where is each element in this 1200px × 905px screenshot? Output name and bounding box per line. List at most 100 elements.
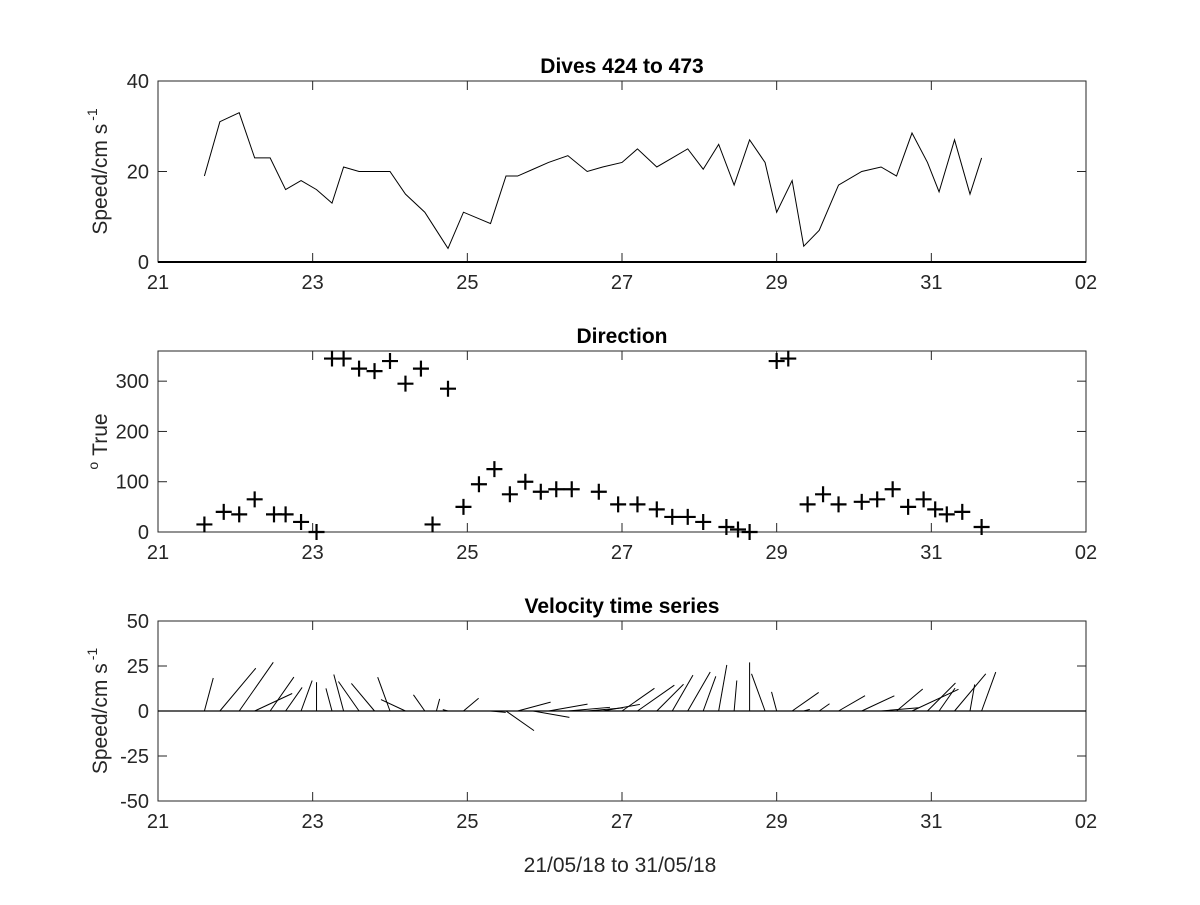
speed-x-tick-label: 29: [766, 272, 788, 294]
velocity-y-tick-label: 0: [138, 701, 149, 723]
direction-point-marker: [215, 503, 232, 520]
direction-point-marker: [231, 506, 248, 523]
velocity-y-axis-label-sup: -1: [84, 648, 100, 661]
direction-y-axis-label: o True: [85, 413, 112, 469]
speed-x-tick-label: 31: [920, 272, 942, 294]
velocity-stick: [751, 673, 766, 712]
velocity-stick: [254, 693, 293, 712]
velocity-stick: [687, 671, 711, 712]
velocity-stick: [567, 706, 611, 712]
velocity-stick: [621, 687, 655, 712]
direction-point-marker: [741, 524, 758, 540]
speed-axes-box: [157, 80, 1087, 263]
direction-point-marker: [590, 483, 607, 500]
velocity-stick: [981, 671, 997, 712]
velocity-y-axis-label-main: Speed/cm s: [89, 663, 112, 774]
direction-y-axis-label-sup: o: [85, 462, 101, 470]
direction-x-tick-label: 21: [147, 542, 169, 564]
velocity-stick: [602, 703, 640, 712]
direction-point-marker: [664, 508, 681, 525]
velocity-stick: [300, 680, 313, 712]
direction-point-marker: [884, 481, 901, 498]
velocity-stick: [333, 674, 345, 712]
figure-x-axis-label: 21/05/18 to 31/05/18: [524, 854, 717, 877]
velocity-y-tick-label: 25: [127, 656, 149, 678]
velocity-stick: [838, 695, 866, 712]
velocity-stick: [325, 688, 333, 712]
direction-title: Direction: [576, 325, 667, 348]
speed-y-tick-label: 0: [138, 252, 149, 274]
direction-point-marker: [397, 375, 414, 392]
direction-point-marker: [486, 461, 503, 478]
velocity-stick: [733, 680, 738, 712]
velocity-stick: [285, 687, 303, 712]
velocity-stick: [803, 708, 810, 712]
velocity-stick: [671, 674, 694, 712]
velocity-stick: [954, 673, 987, 712]
speed-panel: 21 23 25 27 29 31 02 0 20 40 Dives 424 to 473 Speed…: [84, 55, 1097, 294]
direction-x-tick-label: 02: [1075, 542, 1097, 564]
direction-point-marker: [563, 481, 580, 498]
direction-point-marker: [470, 476, 487, 493]
direction-point-marker: [424, 516, 441, 533]
velocity-stick: [219, 667, 257, 712]
velocity-stick: [517, 701, 551, 712]
direction-point-marker: [308, 524, 325, 540]
direction-point-marker: [610, 496, 627, 513]
velocity-stick: [238, 662, 274, 712]
velocity-stick: [881, 707, 919, 712]
velocity-stick: [380, 699, 406, 712]
velocity-stick: [637, 684, 675, 712]
direction-point-marker: [973, 518, 990, 535]
velocity-panel: 21 23 25 27 29 31 02 -50 -25 0 25 50 Velocity time s…: [84, 595, 1097, 833]
direction-point-marker: [768, 353, 785, 370]
speed-y-axis-label-sup: -1: [84, 108, 100, 121]
speed-x-tick-label: 23: [302, 272, 324, 294]
direction-point-marker: [517, 473, 534, 490]
speed-x-tick-label: 21: [147, 272, 169, 294]
direction-point-marker: [679, 508, 696, 525]
direction-point-marker: [277, 506, 294, 523]
speed-y-axis-label-main: Speed/cm s: [89, 124, 112, 235]
speed-x-tick-label: 02: [1075, 272, 1097, 294]
velocity-x-tick-label: 27: [611, 811, 633, 833]
velocity-y-tick-label: -50: [120, 791, 149, 813]
speed-y-axis-label: Speed/cm s -1: [84, 108, 112, 235]
speed-x-tick-label: 27: [611, 272, 633, 294]
velocity-stick: [938, 687, 956, 712]
velocity-stick: [203, 677, 214, 712]
direction-point-marker: [196, 516, 213, 533]
direction-point-marker: [780, 350, 797, 367]
velocity-y-tick-label: -25: [120, 746, 149, 768]
velocity-stick: [338, 681, 360, 712]
velocity-stick: [377, 677, 391, 712]
speed-series-line: [203, 111, 983, 250]
direction-y-axis-label-main: True: [89, 413, 112, 455]
velocity-y-tick-label: 50: [127, 611, 149, 633]
velocity-stick: [969, 684, 976, 712]
direction-point-marker: [900, 498, 917, 515]
direction-point-marker: [382, 353, 398, 370]
velocity-x-tick-label: 21: [147, 811, 169, 833]
speed-title: Dives 424 to 473: [540, 55, 703, 78]
velocity-stick: [702, 676, 717, 712]
velocity-stick: [413, 694, 426, 712]
direction-point-marker: [335, 350, 352, 367]
direction-point-marker: [532, 483, 549, 500]
velocity-x-tick-label: 25: [456, 811, 478, 833]
velocity-stick: [656, 683, 684, 712]
direction-point-marker: [730, 521, 746, 538]
direction-x-tick-label: 27: [611, 542, 633, 564]
velocity-x-tick-label: 29: [766, 811, 788, 833]
velocity-stick: [771, 691, 778, 712]
direction-point-marker: [853, 493, 870, 510]
direction-y-tick-label: 200: [116, 421, 149, 443]
direction-point-marker: [915, 491, 932, 508]
velocity-stick: [911, 688, 959, 712]
speed-x-tick-label: 25: [456, 272, 478, 294]
direction-point-marker: [869, 491, 886, 508]
direction-point-marker: [718, 518, 735, 535]
direction-point-marker: [366, 363, 383, 380]
velocity-stick: [896, 688, 924, 712]
